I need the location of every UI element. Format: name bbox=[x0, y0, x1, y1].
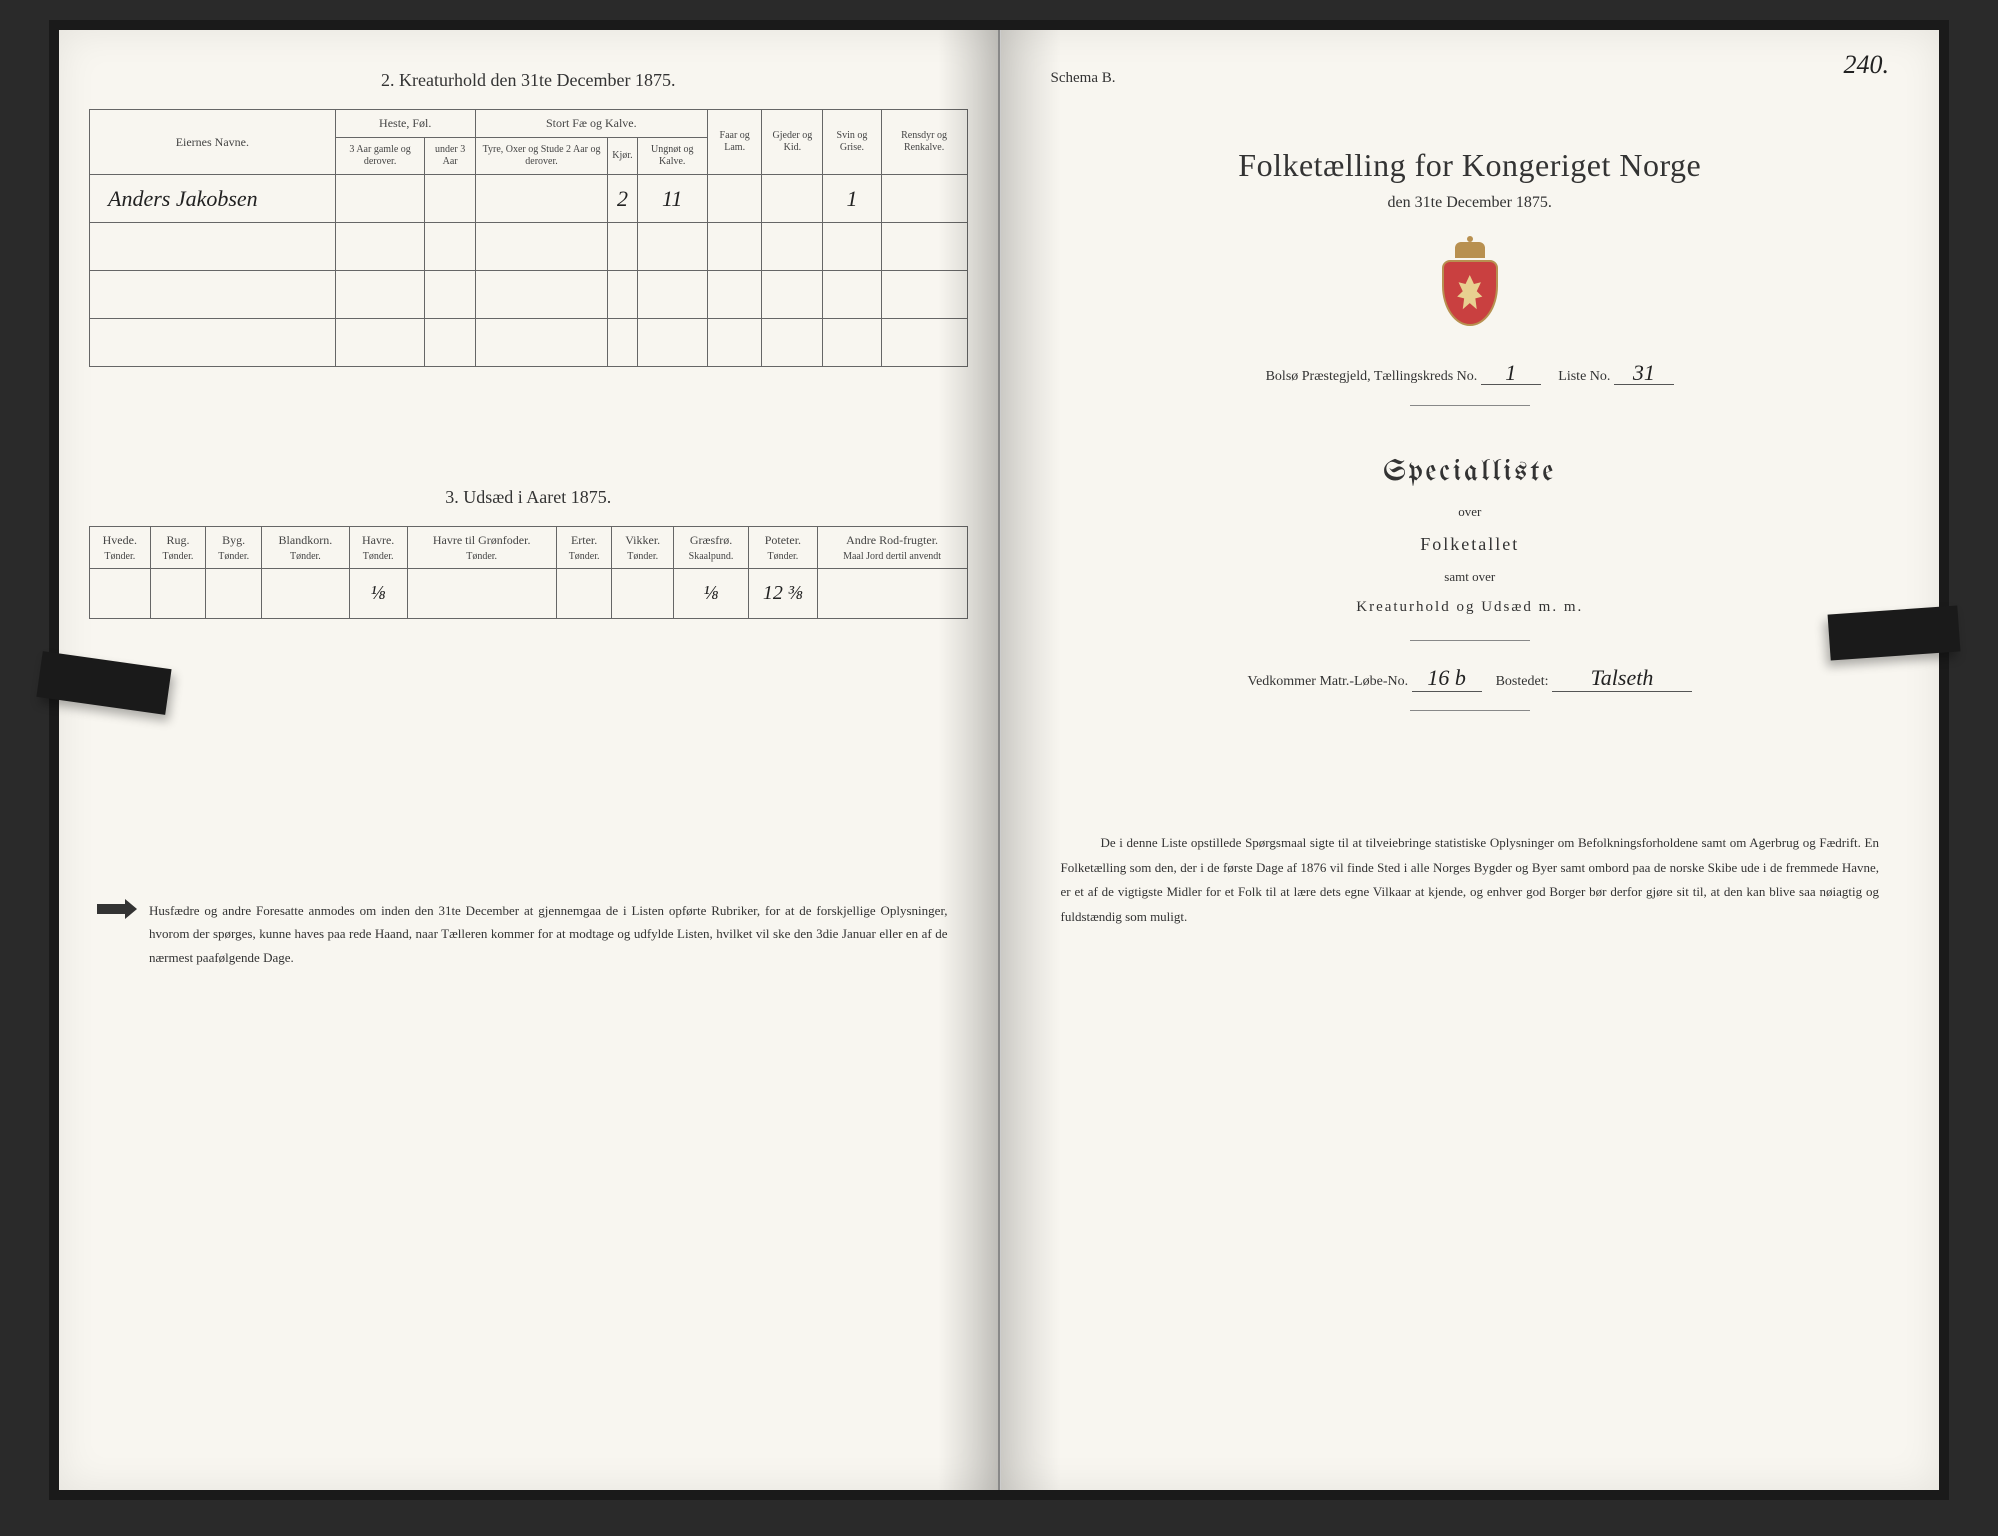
cell bbox=[206, 569, 262, 619]
over-label: over bbox=[1031, 504, 1910, 520]
shield-icon bbox=[1442, 260, 1498, 326]
matr-label: Vedkommer Matr.-Løbe-No. bbox=[1248, 674, 1409, 689]
left-page: 2. Kreaturhold den 31te December 1875. E… bbox=[59, 30, 1000, 1490]
divider bbox=[1410, 710, 1530, 711]
sub-heste2: under 3 Aar bbox=[425, 138, 475, 175]
census-title: Folketælling for Kongeriget Norge bbox=[1031, 147, 1910, 184]
prestegjeld-line: Bolsø Præstegjeld, Tællingskreds No. 1 L… bbox=[1031, 362, 1910, 385]
cell bbox=[407, 569, 556, 619]
table-row: Anders Jakobsen 2 11 1 bbox=[90, 175, 968, 223]
cell bbox=[150, 569, 206, 619]
book-spread: 2. Kreaturhold den 31te December 1875. E… bbox=[49, 20, 1949, 1500]
crown-icon bbox=[1455, 242, 1485, 258]
kreds-no: 1 bbox=[1481, 362, 1541, 385]
matr-line: Vedkommer Matr.-Løbe-No. 16 b Bostedet: … bbox=[1031, 665, 1910, 692]
cell bbox=[335, 175, 425, 223]
table-row bbox=[90, 271, 968, 319]
col-poteter: Poteter.Tønder. bbox=[749, 527, 818, 569]
folketallet-label: Folketallet bbox=[1031, 534, 1910, 555]
col-heste: Heste, Føl. bbox=[335, 110, 475, 138]
col-bland: Blandkorn.Tønder. bbox=[262, 527, 350, 569]
cell bbox=[881, 175, 967, 223]
col-stort: Stort Fæ og Kalve. bbox=[475, 110, 707, 138]
cell bbox=[707, 175, 762, 223]
footnote: Husfædre og andre Foresatte anmodes om i… bbox=[89, 899, 968, 969]
samt-label: samt over bbox=[1031, 569, 1910, 585]
cell-svin: 1 bbox=[823, 175, 881, 223]
col-gron: Havre til Grønfoder.Tønder. bbox=[407, 527, 556, 569]
cell-graes: ⅛ bbox=[673, 569, 748, 619]
col-vikker: Vikker.Tønder. bbox=[612, 527, 673, 569]
census-subtitle: den 31te December 1875. bbox=[1031, 194, 1910, 212]
kreatur-line: Kreaturhold og Udsæd m. m. bbox=[1031, 599, 1910, 616]
cell bbox=[475, 175, 608, 223]
col-faar: Faar og Lam. bbox=[707, 110, 762, 175]
cell-ungnot: 11 bbox=[637, 175, 707, 223]
col-svin: Svin og Grise. bbox=[823, 110, 881, 175]
udsaed-header: Hvede.Tønder. Rug.Tønder. Byg.Tønder. Bl… bbox=[90, 527, 968, 569]
cell bbox=[425, 175, 475, 223]
page-number: 240. bbox=[1844, 50, 1890, 80]
cell-kjor: 2 bbox=[608, 175, 637, 223]
col-gjeder: Gjeder og Kid. bbox=[762, 110, 823, 175]
divider bbox=[1410, 405, 1530, 406]
footnote-text: Husfædre og andre Foresatte anmodes om i… bbox=[149, 903, 948, 965]
cell bbox=[90, 569, 151, 619]
cell bbox=[612, 569, 673, 619]
owner-name: Anders Jakobsen bbox=[90, 175, 336, 223]
bosted-value: Talseth bbox=[1552, 665, 1692, 692]
cell bbox=[262, 569, 350, 619]
sub-stort1: Tyre, Oxer og Stude 2 Aar og derover. bbox=[475, 138, 608, 175]
cell-poteter: 12 ⅜ bbox=[749, 569, 818, 619]
col-havre: Havre.Tønder. bbox=[349, 527, 407, 569]
section3-title: 3. Udsæd i Aaret 1875. bbox=[89, 487, 968, 508]
table-row bbox=[90, 319, 968, 367]
udsaed-table: Hvede.Tønder. Rug.Tønder. Byg.Tønder. Bl… bbox=[89, 526, 968, 619]
col-byg: Byg.Tønder. bbox=[206, 527, 262, 569]
section2-title: 2. Kreaturhold den 31te December 1875. bbox=[89, 70, 968, 91]
right-paragraph: De i denne Liste opstillede Spørgsmaal s… bbox=[1031, 831, 1910, 930]
specialliste-title: Specialliste bbox=[1031, 456, 1910, 488]
liste-label: Liste No. bbox=[1558, 369, 1610, 384]
spine-shadow bbox=[1001, 30, 1061, 1490]
table-row bbox=[90, 223, 968, 271]
cell bbox=[762, 175, 823, 223]
matr-no: 16 b bbox=[1412, 665, 1482, 692]
col-rug: Rug.Tønder. bbox=[150, 527, 206, 569]
col-hvede: Hvede.Tønder. bbox=[90, 527, 151, 569]
prest-label: Bolsø Præstegjeld, Tællingskreds No. bbox=[1266, 369, 1478, 384]
cell bbox=[556, 569, 612, 619]
kreatur-table: Eiernes Navne. Heste, Føl. Stort Fæ og K… bbox=[89, 109, 968, 367]
binder-clip-right bbox=[1828, 606, 1961, 661]
cell-havre: ⅛ bbox=[349, 569, 407, 619]
cell bbox=[817, 569, 967, 619]
col-erter: Erter.Tønder. bbox=[556, 527, 612, 569]
schema-label: Schema B. bbox=[1051, 70, 1910, 87]
col-graes: Græsfrø.Skaalpund. bbox=[673, 527, 748, 569]
col-name: Eiernes Navne. bbox=[90, 110, 336, 175]
coat-of-arms-icon bbox=[1435, 242, 1505, 332]
liste-no: 31 bbox=[1614, 362, 1674, 385]
right-page: 240. Schema B. Folketælling for Kongerig… bbox=[1000, 30, 1940, 1490]
divider bbox=[1410, 640, 1530, 641]
sub-stort3: Ungnøt og Kalve. bbox=[637, 138, 707, 175]
col-rod: Andre Rod-frugter.Maal Jord dertil anven… bbox=[817, 527, 967, 569]
bosted-label: Bostedet: bbox=[1496, 674, 1549, 689]
sub-heste1: 3 Aar gamle og derover. bbox=[335, 138, 425, 175]
sub-stort2: Kjør. bbox=[608, 138, 637, 175]
udsaed-row: ⅛ ⅛ 12 ⅜ bbox=[90, 569, 968, 619]
pointing-hand-icon bbox=[97, 899, 137, 919]
col-rensdyr: Rensdyr og Renkalve. bbox=[881, 110, 967, 175]
